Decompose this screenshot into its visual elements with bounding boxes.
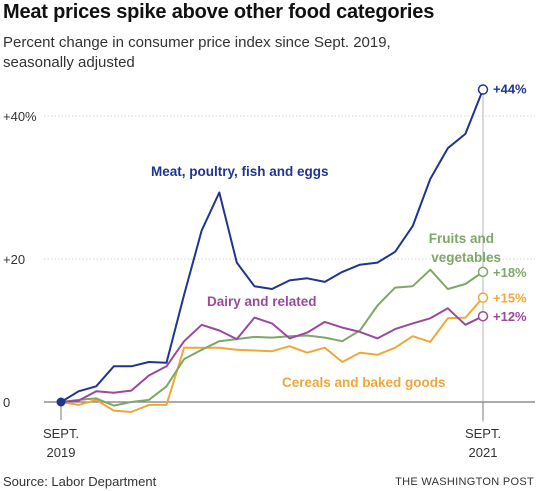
x-tick-label: SEPT. bbox=[465, 426, 501, 441]
series-line bbox=[60, 88, 484, 403]
publisher-credit: THE WASHINGTON POST bbox=[395, 476, 534, 488]
gridlines bbox=[44, 89, 535, 422]
series-end-marker bbox=[477, 84, 489, 95]
series-lines bbox=[56, 88, 484, 413]
series-end-label: +18% bbox=[493, 265, 527, 280]
series-end-marker bbox=[477, 266, 489, 278]
x-tick-label: 2019 bbox=[47, 445, 76, 460]
series-name-label: Cereals and baked goods bbox=[282, 375, 446, 390]
x-tick-label: SEPT. bbox=[43, 426, 79, 441]
series-end-marker bbox=[477, 292, 489, 303]
x-tick-label: 2021 bbox=[469, 445, 498, 460]
x-axis-ticks: SEPT. 2019 SEPT. 2021 bbox=[43, 402, 501, 460]
series-name-label: vegetables bbox=[431, 250, 501, 265]
y-tick-label: +20 bbox=[3, 252, 25, 267]
source-note: Source: Labor Department bbox=[3, 474, 157, 489]
series-line bbox=[60, 296, 484, 413]
series-line bbox=[60, 268, 484, 407]
chart-subtitle: Percent change in consumer price index s… bbox=[3, 34, 391, 71]
y-axis-ticks: 0 +20 +40% bbox=[3, 109, 37, 410]
series-end-label: +44% bbox=[493, 82, 527, 97]
series-name-label: Dairy and related bbox=[207, 294, 317, 309]
series-name-label: Meat, poultry, fish and eggs bbox=[151, 164, 329, 179]
chart-title: Meat prices spike above other food categ… bbox=[3, 1, 435, 23]
series-end-label: +12% bbox=[493, 309, 527, 324]
chart-area: 0 +20 +40% SEPT. 2019 SEPT. 2021 +44% +18% +12%… bbox=[3, 82, 535, 460]
series-end-label: +15% bbox=[493, 291, 527, 306]
series-line bbox=[60, 307, 484, 403]
series-labels: +44% +18% +12% +15% Meat, poultry, fish and … bbox=[151, 82, 527, 390]
origin-marker bbox=[56, 397, 66, 407]
y-tick-label: +40% bbox=[3, 109, 37, 124]
series-end-marker bbox=[477, 310, 489, 322]
y-tick-label: 0 bbox=[3, 395, 10, 410]
series-name-label: Fruits and bbox=[429, 231, 494, 246]
